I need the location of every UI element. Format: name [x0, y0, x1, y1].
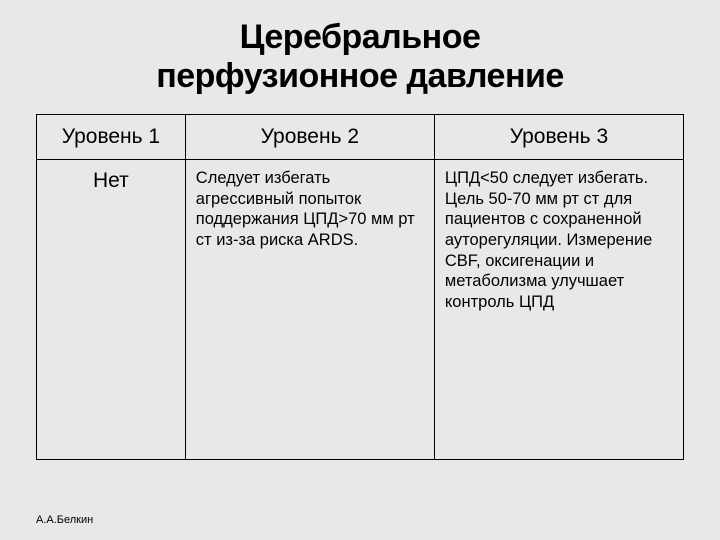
- col-header: Уровень 1: [37, 115, 186, 160]
- table-header-row: Уровень 1 Уровень 2 Уровень 3: [37, 115, 684, 160]
- title-line-2: перфузионное давление: [156, 57, 564, 95]
- title-line-1: Церебральное: [240, 18, 481, 56]
- col-header: Уровень 3: [434, 115, 683, 160]
- table-row: Нет Следует избегать агрессивный попыток…: [37, 160, 684, 460]
- cell-level2: Следует избегать агрессивный попыток под…: [185, 160, 434, 460]
- cell-level3: ЦПД<50 следует избегать. Цель 50-70 мм р…: [434, 160, 683, 460]
- cell-level1: Нет: [37, 160, 186, 460]
- footer-author: А.А.Белкин: [36, 514, 93, 526]
- content-table: Уровень 1 Уровень 2 Уровень 3 Нет Следуе…: [36, 114, 684, 460]
- col-header: Уровень 2: [185, 115, 434, 160]
- slide-title: Церебральное перфузионное давление: [36, 18, 684, 96]
